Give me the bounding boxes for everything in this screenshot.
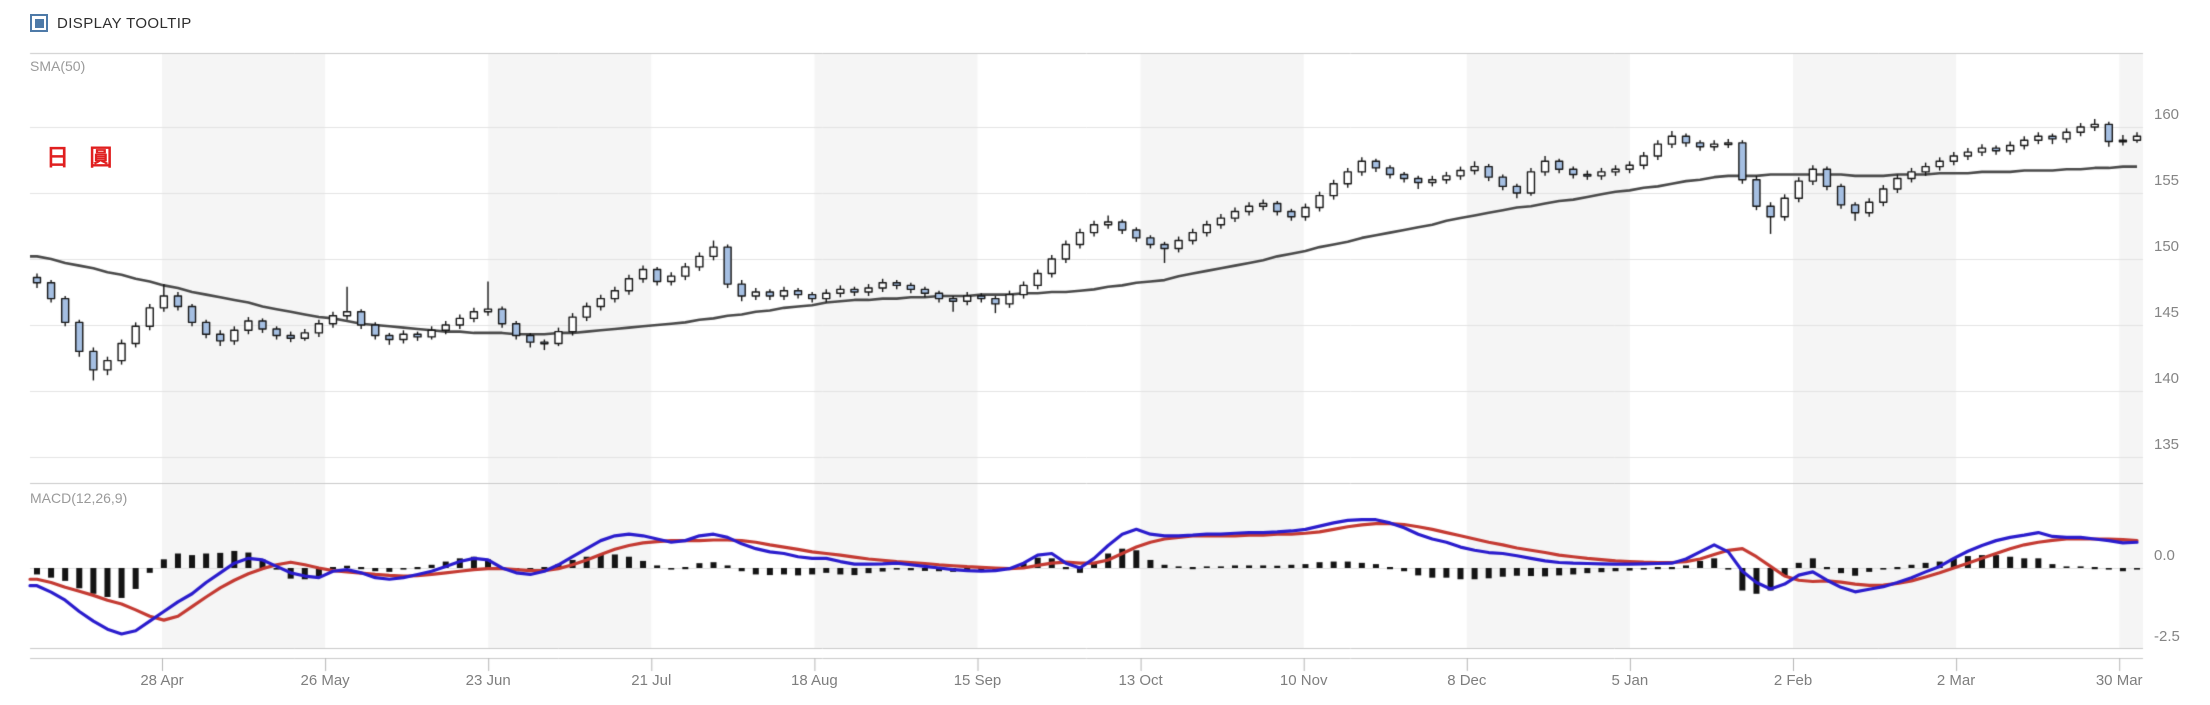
price-axis-label: 145 [2154,304,2180,321]
date-axis-label: 5 Jan [1611,672,1649,689]
macd-axis-label: -2.5 [2154,627,2180,645]
date-axis-label: 2 Mar [1936,672,1976,689]
chart-header: DISPLAY TOOLTIP [30,14,192,32]
price-axis-label: 160 [2154,106,2180,123]
date-axis-label: 2 Feb [1773,672,1813,689]
sma-indicator-label: SMA(50) [30,58,86,74]
date-axis-label: 21 Jul [631,672,672,689]
macd-axis-label: 0.0 [2154,547,2175,564]
date-axis-label: 10 Nov [1279,672,1328,689]
price-axis-label: 135 [2154,436,2180,453]
instrument-label: 日 圓 [46,144,120,170]
date-axis-label: 23 Jun [465,672,511,689]
price-axis-label: 140 [2154,370,2180,387]
date-axis-label: 15 Sep [953,672,1002,689]
macd-indicator-label: MACD(12,26,9) [30,490,128,506]
date-axis-label: 8 Dec [1447,672,1487,689]
price-axis-label: 155 [2154,172,2180,189]
date-axis-label: 26 May [300,672,350,689]
display-tooltip-checkbox[interactable] [30,14,48,32]
date-axis-label: 28 Apr [140,672,184,689]
checkbox-check-mark [34,18,44,28]
date-axis-label: 13 Oct [1118,672,1163,689]
price-axis-label: 150 [2154,238,2180,255]
date-axis-label: 30 Mar [2095,672,2143,689]
display-tooltip-label[interactable]: DISPLAY TOOLTIP [57,14,192,32]
date-axis-label: 18 Aug [791,672,838,689]
